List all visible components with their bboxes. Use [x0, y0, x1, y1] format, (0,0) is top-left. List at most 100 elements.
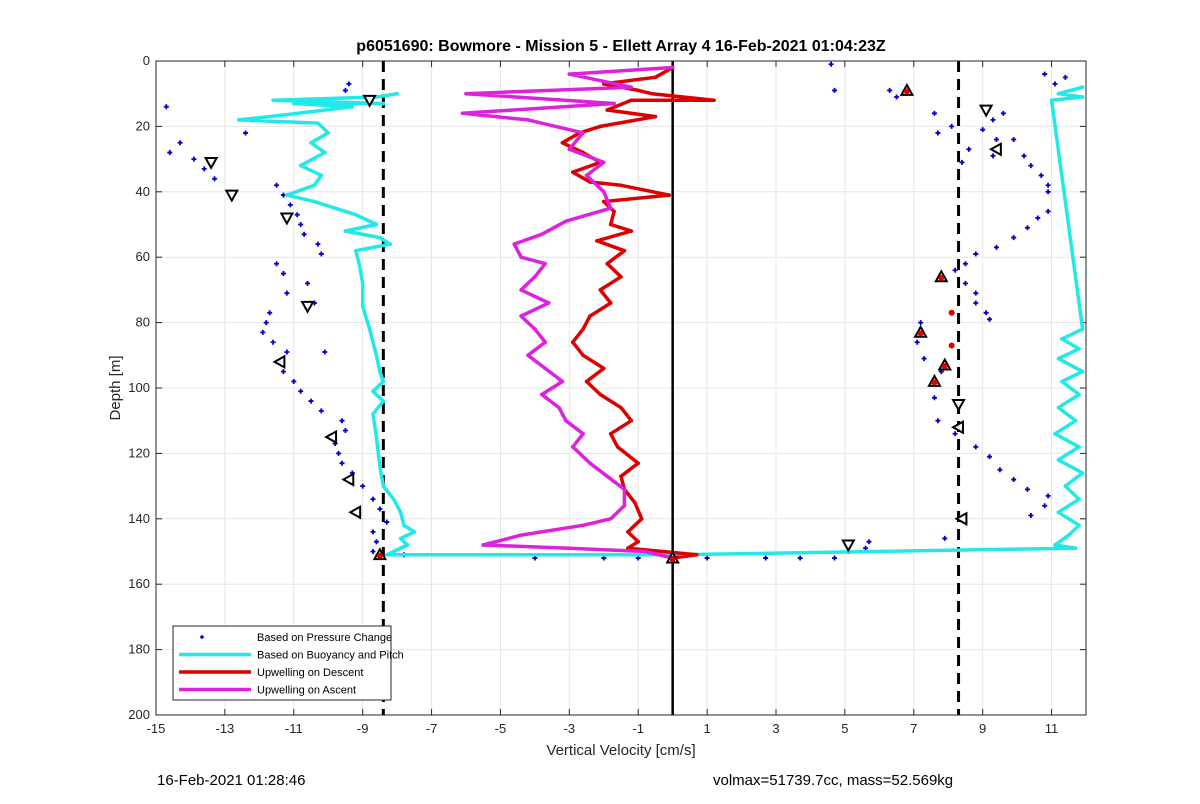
pressure-point [993, 244, 999, 250]
pressure-point [1042, 71, 1048, 77]
series-line-point [388, 242, 393, 246]
series-line-point [1077, 445, 1081, 449]
triangle-marker [841, 539, 856, 553]
triangle-marker [224, 189, 239, 203]
triangle-marker [954, 511, 968, 526]
y-tick-label: 120 [128, 445, 150, 460]
pressure-point [384, 519, 390, 525]
series-line-point [464, 91, 468, 96]
pressure-point [1024, 225, 1030, 231]
series-line-point [1080, 95, 1085, 99]
pressure-point [866, 539, 872, 545]
series-line-point [384, 552, 389, 557]
pressure-point [1011, 136, 1017, 142]
series-line-point [608, 222, 613, 227]
legend-label: Based on Buoyancy and Pitch [257, 650, 404, 662]
series-line-point [1056, 91, 1061, 96]
pressure-point [980, 127, 986, 133]
triangle-marker [324, 429, 338, 445]
series-line-point [622, 487, 627, 492]
series-line-point [629, 85, 634, 89]
pressure-point [294, 212, 300, 218]
y-tick-label: 100 [128, 380, 150, 395]
pressure-point [1045, 182, 1051, 188]
series-line-point [570, 170, 575, 174]
pressure-point [987, 316, 993, 322]
marker-fill [376, 552, 383, 559]
series-line-point [353, 248, 358, 253]
x-tick-label: -7 [426, 721, 438, 736]
series-line-point [584, 379, 589, 384]
series-line-point [581, 523, 585, 528]
series-line-point [1056, 405, 1061, 410]
series-line-point [570, 445, 575, 449]
pressure-point [305, 280, 311, 286]
series-line-point [312, 199, 317, 204]
pressure-point [997, 467, 1003, 473]
series-line-point [615, 445, 620, 449]
pressure-point [274, 182, 280, 188]
pressure-point [280, 271, 286, 277]
series-line-point [374, 435, 379, 439]
pressure-point [993, 136, 999, 142]
series-line-point [316, 121, 320, 125]
series-line-point [1080, 471, 1085, 475]
pressure-point [274, 261, 280, 267]
series-line-point [460, 111, 465, 116]
series-line-point [526, 118, 530, 122]
pressure-point [308, 398, 314, 404]
series-line-point [1080, 85, 1085, 89]
series-line-point [1080, 327, 1085, 331]
series-line-point [326, 131, 331, 135]
series-line-point [1053, 431, 1057, 436]
series-line-point [391, 497, 396, 501]
series-line-point [1077, 346, 1081, 351]
triangle-marker [362, 94, 377, 108]
series-line-point [539, 232, 544, 237]
pressure-point [339, 418, 345, 424]
pressure-point [167, 150, 173, 156]
series-line-point [643, 549, 647, 554]
pressure-point [1035, 215, 1041, 221]
legend-label: Upwelling on Ascent [257, 685, 356, 697]
series-line-point [653, 114, 658, 119]
series-line-point [405, 543, 410, 547]
pressure-point [336, 450, 342, 456]
series-line-point [526, 353, 530, 358]
y-tick-label: 200 [128, 707, 150, 722]
series-line-point [519, 255, 523, 259]
pressure-point [370, 496, 376, 502]
pressure-point [298, 222, 304, 227]
series-line-point [398, 536, 403, 541]
x-tick-label: 5 [841, 721, 848, 736]
series-line-point [1060, 379, 1064, 384]
pressure-point [360, 483, 366, 489]
series-line-point [557, 405, 561, 410]
series-line-point [601, 199, 606, 204]
series-layer [163, 61, 1085, 564]
legend-label: Upwelling on Descent [257, 667, 363, 679]
series-line-point [598, 392, 603, 397]
pressure-point [342, 428, 348, 434]
y-tick-label: 60 [136, 249, 150, 264]
pressure-point [260, 329, 266, 335]
pressure-point [1028, 513, 1034, 519]
series-line-point [333, 206, 337, 210]
pressure-point [1000, 110, 1006, 116]
series-line-point [1063, 484, 1068, 488]
triangle-marker [978, 104, 994, 118]
pressure-point [1052, 81, 1058, 87]
series-line-point [367, 327, 372, 331]
series-line-point [381, 101, 386, 106]
series-line-point [543, 261, 548, 266]
series-line-point [629, 98, 634, 103]
pressure-point [1045, 208, 1051, 214]
pressure-point [832, 555, 838, 561]
series-line-point [378, 235, 382, 240]
pressure-point [987, 454, 993, 460]
y-axis-label: Depth [m] [107, 355, 124, 420]
series-line-point [1053, 543, 1057, 547]
pressure-point [1062, 74, 1068, 80]
series-line-point [619, 405, 623, 410]
